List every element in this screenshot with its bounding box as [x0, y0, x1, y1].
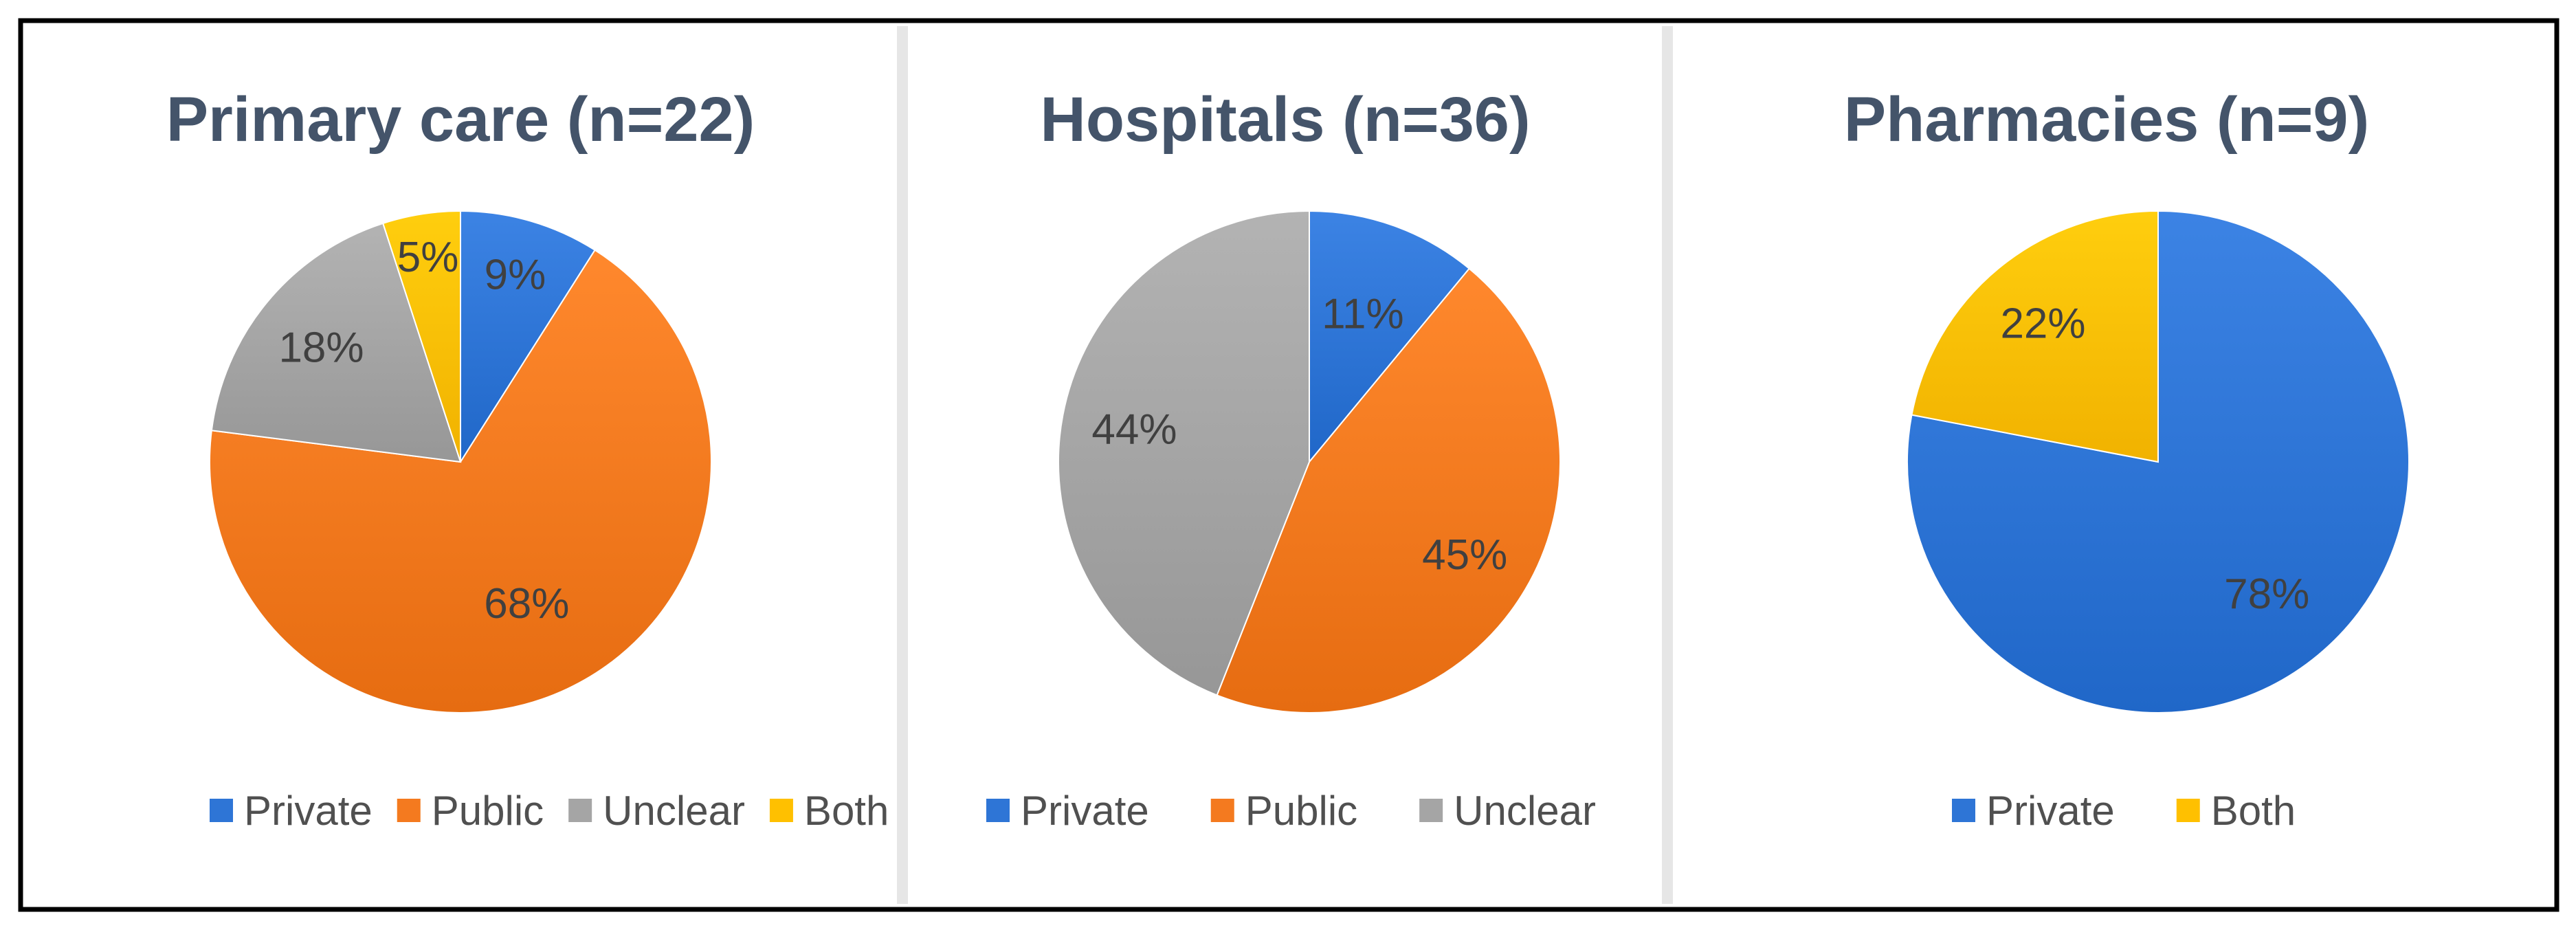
- slice-label-public: 68%: [484, 580, 569, 628]
- legend: Private Public Unclear: [986, 788, 1596, 834]
- legend-label-unclear: Unclear: [603, 788, 745, 834]
- chart-title: Hospitals (n=36): [1040, 85, 1530, 155]
- legend-label-both: Both: [2211, 788, 2296, 834]
- chart-title: Primary care (n=22): [166, 85, 755, 155]
- chart-pharmacies: Pharmacies (n=9) 78% 22% Private Both: [1844, 85, 2410, 834]
- pie-slices: [1058, 210, 1561, 713]
- legend-label-both: Both: [804, 788, 889, 834]
- pie-slice-unclear: [1058, 210, 1310, 696]
- legend-swatch-unclear: [1419, 799, 1443, 822]
- slice-label-both: 5%: [397, 234, 459, 281]
- pie-slice-private: [460, 210, 596, 465]
- chart-primary-care: Primary care (n=22) 9% 68% 18% 5% Private Pu…: [166, 85, 889, 834]
- pie-slice-private: [1309, 210, 1471, 464]
- chart-title: Pharmacies (n=9): [1844, 85, 2369, 155]
- pie-slice-both: [381, 210, 461, 463]
- legend-label-unclear: Unclear: [1454, 788, 1596, 834]
- pie-slices: [1907, 210, 2410, 713]
- panel-divider: [1662, 26, 1673, 904]
- legend-swatch-private: [1952, 799, 1975, 822]
- legend-swatch-unclear: [568, 799, 592, 822]
- slice-labels: 9% 68% 18% 5%: [278, 234, 569, 628]
- legend-label-private: Private: [244, 788, 373, 834]
- panel-divider: [897, 26, 908, 904]
- slice-label-private: 78%: [2224, 571, 2309, 618]
- legend-swatch-both: [2176, 799, 2200, 822]
- legend-swatch-private: [210, 799, 233, 822]
- legend-swatch-public: [1210, 799, 1234, 822]
- slice-label-both: 22%: [2000, 300, 2085, 348]
- legend: Private Public Unclear Both: [210, 788, 889, 834]
- panel-dividers: [897, 26, 1673, 904]
- slice-labels: 78% 22%: [2000, 300, 2309, 619]
- slice-label-unclear: 18%: [278, 324, 364, 371]
- pie-slice-public: [209, 249, 712, 713]
- legend-label-public: Public: [432, 788, 544, 834]
- slice-label-private: 9%: [485, 252, 546, 299]
- chart-hospitals: Hospitals (n=36) 11% 45% 44% Private Public…: [986, 85, 1596, 834]
- legend-swatch-private: [986, 799, 1010, 822]
- legend: Private Both: [1952, 788, 2296, 834]
- pie-slice-public: [1216, 267, 1561, 713]
- legend-label-private: Private: [1986, 788, 2115, 834]
- pie-slice-both: [1911, 210, 2159, 463]
- legend-swatch-both: [769, 799, 793, 822]
- legend-swatch-public: [397, 799, 421, 822]
- pie-slices: [209, 210, 712, 713]
- slice-label-public: 45%: [1422, 531, 1507, 579]
- slice-label-unclear: 44%: [1091, 406, 1177, 453]
- legend-label-private: Private: [1021, 788, 1149, 834]
- slice-labels: 11% 45% 44%: [1091, 291, 1507, 579]
- slice-label-private: 11%: [1322, 291, 1404, 338]
- legend-label-public: Public: [1245, 788, 1357, 834]
- pie-slice-unclear: [210, 222, 462, 463]
